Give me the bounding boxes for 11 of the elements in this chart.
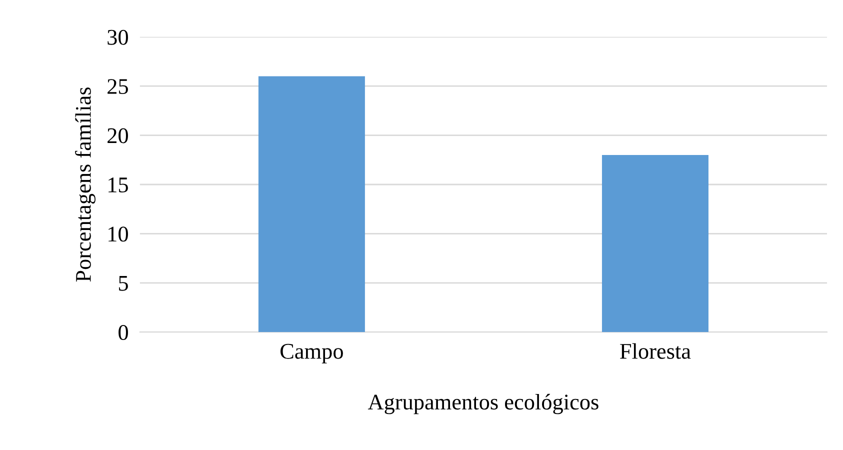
y-tick-label: 0 <box>118 325 128 340</box>
y-tick-label: 5 <box>119 276 128 291</box>
x-axis-title: Agrupamentos ecológicos <box>368 394 598 414</box>
y-tick-label: 15 <box>108 178 128 192</box>
y-tick-label: 20 <box>108 128 128 144</box>
x-tick-label: Campo <box>280 344 343 364</box>
x-tick-label: Floresta <box>620 343 691 359</box>
y-tick-label: 10 <box>108 226 128 242</box>
y-tick-label: 30 <box>108 30 128 45</box>
y-tick-label: 25 <box>108 79 128 94</box>
y-axis-title: Porcentagens famílias <box>75 88 96 282</box>
